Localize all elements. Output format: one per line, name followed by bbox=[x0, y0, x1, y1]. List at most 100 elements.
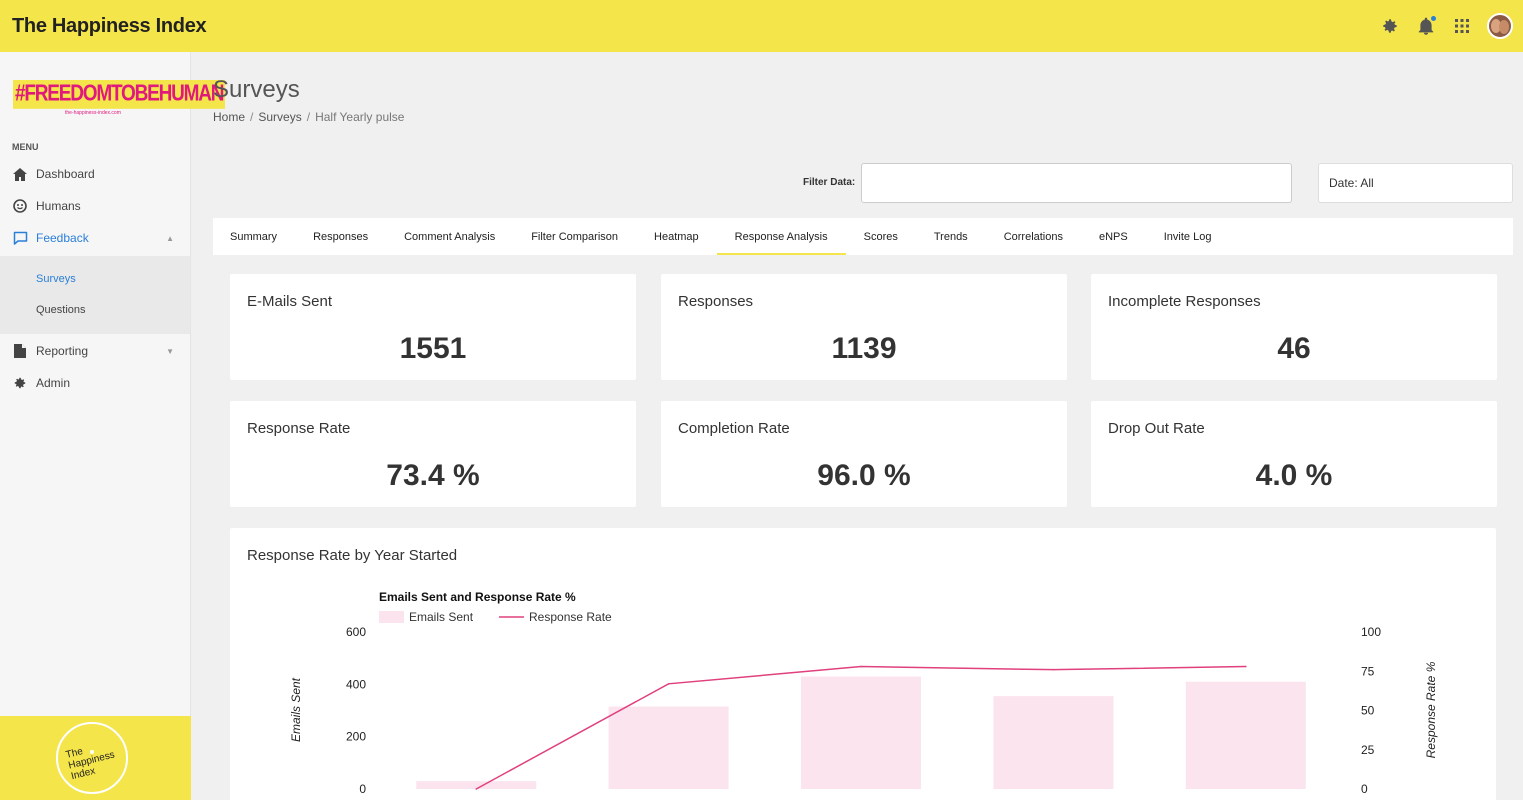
sidebar-footer: The Happiness Index bbox=[0, 716, 191, 800]
tab-invite-log[interactable]: Invite Log bbox=[1163, 230, 1212, 243]
tab-correlations[interactable]: Correlations bbox=[1003, 230, 1063, 243]
settings-gear-icon[interactable] bbox=[1379, 15, 1401, 37]
sidebar-item-feedback[interactable]: Feedback ▲ bbox=[0, 222, 190, 254]
stat-card-incomplete-responses: Incomplete Responses 46 bbox=[1091, 274, 1497, 380]
tab-summary[interactable]: Summary bbox=[230, 230, 278, 243]
tab-scores[interactable]: Scores bbox=[863, 230, 898, 243]
stat-value: 73.4 % bbox=[386, 459, 480, 492]
sidebar-item-humans[interactable]: Humans bbox=[0, 190, 190, 222]
tab-trends[interactable]: Trends bbox=[933, 230, 968, 243]
stat-card-completion-rate: Completion Rate 96.0 % bbox=[661, 401, 1067, 507]
stat-card-response-rate: Response Rate 73.4 % bbox=[230, 401, 636, 507]
stat-label: Incomplete Responses bbox=[1108, 293, 1261, 310]
chevron-down-icon: ▼ bbox=[166, 346, 174, 356]
sidebar-item-label: Reporting bbox=[36, 344, 89, 358]
brand-logo-text: #FREEDOMTOBEHUMAN bbox=[13, 80, 226, 109]
user-avatar[interactable] bbox=[1487, 13, 1513, 39]
y-tick-label: 200 bbox=[346, 730, 366, 744]
bar-emails-sent bbox=[801, 676, 921, 789]
stat-label: Drop Out Rate bbox=[1108, 420, 1205, 437]
chevron-up-icon: ▲ bbox=[166, 233, 174, 243]
y2-tick-label: 75 bbox=[1361, 664, 1375, 678]
breadcrumb-current: Half Yearly pulse bbox=[315, 110, 405, 124]
apps-grid-icon[interactable] bbox=[1451, 15, 1473, 37]
y-tick-label: 600 bbox=[346, 625, 366, 639]
point-response-rate bbox=[1052, 668, 1055, 671]
sidebar-item-label: Admin bbox=[36, 376, 71, 390]
top-bar: The Happiness Index bbox=[0, 0, 1523, 52]
point-response-rate bbox=[1245, 665, 1247, 668]
stat-card-responses: Responses 1139 bbox=[661, 274, 1067, 380]
tab-heatmap[interactable]: Heatmap bbox=[654, 230, 699, 243]
y2-tick-label: 50 bbox=[1361, 704, 1375, 718]
smiley-icon bbox=[12, 198, 28, 214]
sidebar-item-reporting[interactable]: Reporting ▼ bbox=[0, 335, 190, 367]
brand-logo-subtext: the-happiness-index.com bbox=[65, 110, 121, 116]
stat-value: 46 bbox=[1277, 332, 1311, 365]
gear-icon bbox=[12, 375, 28, 391]
tab-response-analysis[interactable]: Response Analysis bbox=[716, 218, 846, 255]
sidebar-subitem-surveys[interactable]: Surveys bbox=[36, 273, 76, 285]
top-icons bbox=[1379, 0, 1513, 52]
feedback-submenu: Surveys Questions bbox=[0, 256, 190, 334]
legend-label-emails-sent: Emails Sent bbox=[409, 610, 474, 624]
bar-emails-sent bbox=[416, 781, 537, 789]
notification-bell-icon[interactable] bbox=[1415, 15, 1437, 37]
point-response-rate bbox=[860, 665, 862, 668]
chart-card-title: Response Rate by Year Started bbox=[247, 547, 458, 564]
filter-data-label: Filter Data: bbox=[803, 177, 856, 188]
stat-label: Response Rate bbox=[247, 420, 351, 437]
y-tick-label: 400 bbox=[346, 677, 366, 691]
page-title: Surveys bbox=[213, 76, 300, 103]
stat-value: 1551 bbox=[399, 332, 467, 365]
bar-emails-sent bbox=[608, 706, 729, 789]
app-title: The Happiness Index bbox=[12, 14, 207, 37]
response-rate-chart-card: Response Rate by Year Started Emails Sen… bbox=[230, 528, 1496, 800]
chat-icon bbox=[12, 230, 28, 246]
stat-value: 4.0 % bbox=[1255, 459, 1333, 492]
happiness-index-logo: The Happiness Index bbox=[56, 722, 128, 794]
stat-label: E-Mails Sent bbox=[247, 293, 333, 310]
breadcrumb-home[interactable]: Home bbox=[213, 110, 246, 124]
tab-enps[interactable]: eNPS bbox=[1099, 230, 1128, 243]
y2-tick-label: 100 bbox=[1361, 625, 1381, 639]
sidebar-item-admin[interactable]: Admin bbox=[0, 367, 190, 399]
bar-emails-sent bbox=[993, 696, 1114, 789]
stat-value: 1139 bbox=[831, 332, 897, 365]
filter-data-input[interactable] bbox=[861, 163, 1292, 203]
breadcrumb-separator: / bbox=[306, 110, 311, 124]
footer-logo-text: The Happiness Index bbox=[64, 746, 116, 783]
stat-card-drop-out-rate: Drop Out Rate 4.0 % bbox=[1091, 401, 1497, 507]
sidebar-item-label: Humans bbox=[36, 199, 81, 213]
stat-label: Responses bbox=[678, 293, 754, 310]
notification-dot bbox=[1431, 16, 1436, 21]
y2-axis-title: Response Rate % bbox=[1424, 661, 1438, 758]
home-icon bbox=[12, 166, 28, 182]
sidebar-item-dashboard[interactable]: Dashboard bbox=[0, 158, 190, 190]
y-axis-title: Emails Sent bbox=[289, 677, 303, 742]
report-tabs: Summary Responses Comment Analysis Filte… bbox=[213, 218, 1513, 255]
document-icon bbox=[12, 343, 28, 359]
brand-logo[interactable]: #FREEDOMTOBEHUMAN the-happiness-index.co… bbox=[13, 80, 226, 120]
sidebar: #FREEDOMTOBEHUMAN the-happiness-index.co… bbox=[0, 52, 226, 800]
sidebar-item-label: Dashboard bbox=[36, 167, 95, 181]
y2-tick-label: 0 bbox=[1361, 782, 1368, 796]
point-response-rate bbox=[667, 683, 670, 685]
breadcrumb-surveys[interactable]: Surveys bbox=[258, 110, 302, 124]
y-tick-label: 0 bbox=[359, 782, 366, 796]
legend-swatch-emails-sent bbox=[379, 611, 404, 623]
stat-card-emails-sent: E-Mails Sent 1551 bbox=[230, 274, 636, 380]
tab-filter-comparison[interactable]: Filter Comparison bbox=[531, 230, 619, 243]
breadcrumb: Home / Surveys / Half Yearly pulse bbox=[213, 110, 404, 124]
date-filter-select[interactable]: Date: All bbox=[1318, 163, 1513, 203]
sidebar-subitem-questions[interactable]: Questions bbox=[36, 304, 86, 316]
sidebar-item-label: Feedback bbox=[36, 231, 89, 245]
stat-label: Completion Rate bbox=[678, 420, 790, 437]
response-rate-chart: Emails Sent and Response Rate % Emails Se… bbox=[289, 590, 1438, 796]
logo-dot bbox=[90, 750, 94, 754]
legend-label-response-rate: Response Rate bbox=[529, 610, 612, 624]
bar-emails-sent bbox=[1185, 681, 1306, 789]
chart-title: Emails Sent and Response Rate % bbox=[379, 590, 576, 604]
tab-comment-analysis[interactable]: Comment Analysis bbox=[404, 230, 496, 243]
tab-responses[interactable]: Responses bbox=[313, 230, 369, 243]
